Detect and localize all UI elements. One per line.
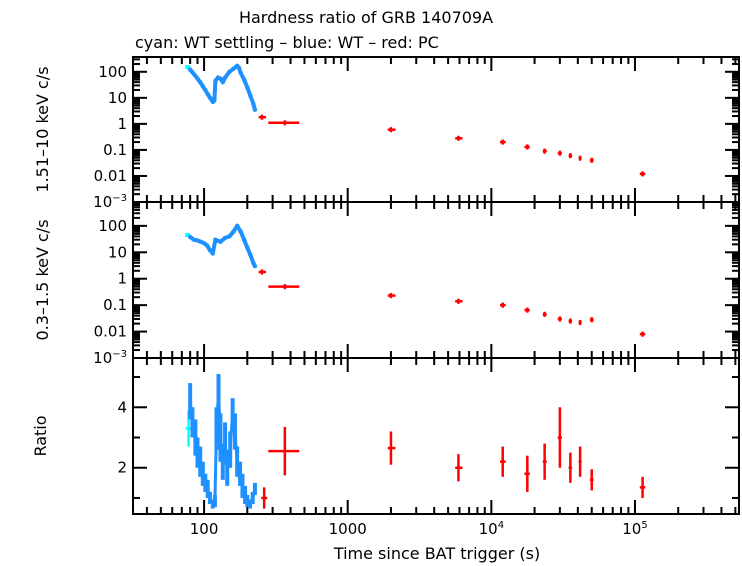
wt-point xyxy=(201,241,207,246)
wt-point xyxy=(251,260,256,266)
wt-point xyxy=(245,85,250,90)
wt-point xyxy=(203,87,208,93)
y-tick-label: 1 xyxy=(117,270,127,288)
wt-point xyxy=(220,79,225,85)
x-axis-label: Time since BAT trigger (s) xyxy=(333,544,540,563)
chart-title: Hardness ratio of GRB 140709A xyxy=(239,8,493,27)
wt-point xyxy=(213,78,218,84)
panel-hard: 100 10 1 0.1 0.01 10−3 1.51–10 keV c/s xyxy=(33,56,740,211)
wt-point xyxy=(205,91,210,97)
chart-subtitle: cyan: WT settling – blue: WT – red: PC xyxy=(135,33,439,52)
y-axis-label: Ratio xyxy=(31,415,50,456)
wt-point xyxy=(245,245,250,250)
wt-point xyxy=(252,107,258,112)
panel-frame xyxy=(132,357,740,515)
x-tick-label: 105 xyxy=(622,520,647,538)
wt-point xyxy=(234,223,240,229)
wt-point xyxy=(191,237,197,242)
wt-point xyxy=(241,77,247,82)
y-tick-label: 0.1 xyxy=(103,296,127,314)
wt-point xyxy=(222,235,228,241)
y-tick-label: 10−3 xyxy=(93,349,127,367)
wt-series-line xyxy=(189,223,257,267)
wt-point xyxy=(200,83,206,89)
wt-point xyxy=(195,76,200,81)
wt-point xyxy=(218,76,223,81)
wt-point xyxy=(212,98,217,103)
wt-point xyxy=(227,234,232,239)
y-tick-label: 1 xyxy=(117,115,127,133)
x-tick-label: 1000 xyxy=(329,520,367,538)
y-tick-label: 100 xyxy=(98,217,127,235)
wt-point xyxy=(192,72,197,78)
y-tick-label: 100 xyxy=(98,63,127,81)
panel-frame xyxy=(132,201,740,359)
panel-ratio: 4 2 Ratio xyxy=(31,357,740,515)
y-axis-label: 1.51–10 keV c/s xyxy=(33,66,52,192)
wt-point xyxy=(187,234,193,240)
y-tick-label: 0.01 xyxy=(94,323,127,341)
wt-point xyxy=(222,75,228,80)
y-axis-label: 0.3–1.5 keV c/s xyxy=(33,219,52,340)
y-tick-label: 0.1 xyxy=(103,141,127,159)
wt-point xyxy=(210,251,215,256)
wt-point xyxy=(195,238,200,243)
wt-point xyxy=(251,101,256,106)
wt-point xyxy=(238,70,243,76)
y-tick-label: 10−3 xyxy=(93,193,127,211)
wt-point xyxy=(248,93,253,98)
wt-point xyxy=(227,69,232,74)
wt-point xyxy=(241,237,247,242)
wt-point xyxy=(218,239,223,244)
panel-soft: 100 10 1 0.1 0.01 10−3 0.3–1.5 keV c/s xyxy=(33,201,740,367)
y-tick-label: 4 xyxy=(117,398,127,416)
y-tick-label: 2 xyxy=(117,459,127,477)
wt-point xyxy=(213,237,218,242)
wt-point xyxy=(252,263,258,269)
wt-point xyxy=(204,243,210,248)
wt-point xyxy=(198,79,203,85)
wt-point xyxy=(236,65,242,71)
wt-series-line xyxy=(188,392,257,507)
y-tick-label: 10 xyxy=(108,89,127,107)
y-tick-label: 10 xyxy=(108,243,127,261)
x-tick-label: 100 xyxy=(190,520,219,538)
wt-point xyxy=(207,95,213,101)
x-tick-label: 104 xyxy=(479,520,504,538)
wt-point xyxy=(248,252,253,258)
y-tick-label: 0.01 xyxy=(94,167,127,185)
wt-point xyxy=(207,248,213,253)
wt-point xyxy=(231,66,236,72)
wt-point xyxy=(231,229,236,234)
wt-point xyxy=(238,229,243,234)
